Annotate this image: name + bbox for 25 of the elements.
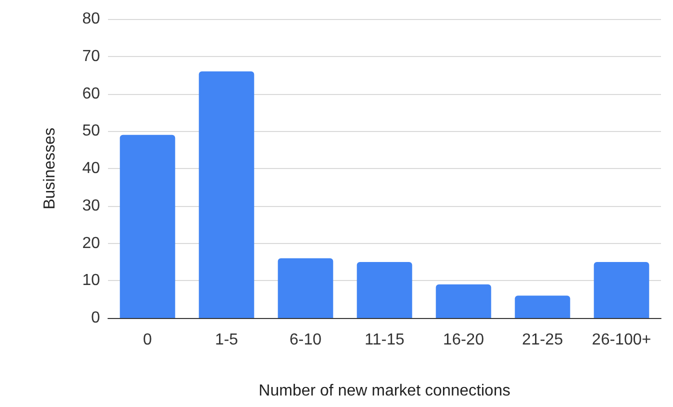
y-tick-label: 30 (82, 197, 100, 214)
bar (436, 284, 492, 318)
x-tick-label: 1-5 (214, 332, 238, 348)
bar (120, 134, 176, 318)
bar (514, 296, 570, 318)
y-tick-label: 50 (82, 122, 100, 140)
y-tick-label: 60 (82, 85, 100, 102)
bar (278, 258, 334, 318)
x-tick-label: 11-15 (364, 332, 404, 348)
x-tick-label: 16-20 (443, 332, 484, 348)
bar (356, 262, 412, 318)
x-tick-label: 26-100+ (592, 332, 652, 348)
y-tick-label: 10 (82, 272, 100, 290)
x-tick-label: 0 (143, 332, 152, 348)
y-tick-label: 80 (82, 10, 100, 28)
y-tick-label: 70 (82, 48, 100, 65)
bar (198, 71, 254, 318)
x-tick-label: 21-25 (522, 332, 564, 348)
y-axis-title: Businesses (42, 128, 58, 210)
y-tick-label: 0 (91, 310, 100, 326)
bar (594, 262, 650, 318)
x-tick-label: 6-10 (289, 332, 322, 348)
x-axis-title: Number of new market connections (258, 382, 510, 400)
y-tick-label: 20 (82, 234, 100, 252)
y-tick-label: 40 (82, 160, 100, 177)
